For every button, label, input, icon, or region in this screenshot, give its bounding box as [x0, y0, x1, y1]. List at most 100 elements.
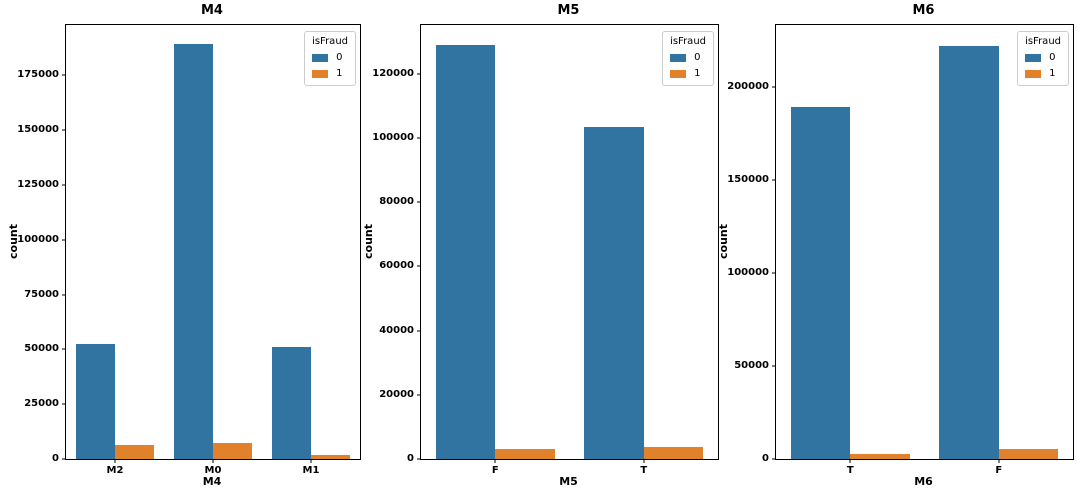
x-tick-label: T — [846, 465, 854, 476]
chart-title-m6: M6 — [912, 3, 935, 18]
y-tick-mark — [417, 330, 421, 332]
y-tick-mark — [62, 403, 66, 405]
legend: isFraud 0 1 — [662, 31, 714, 86]
x-tick-label: T — [640, 465, 648, 476]
subplot-m5: M5 count 0 20000 40000 60000 80000 100000 1200… — [355, 0, 722, 497]
y-tick-mark — [62, 184, 66, 186]
y-tick-label: 50000 — [24, 343, 59, 355]
x-tick-mark — [849, 459, 851, 463]
y-tick-label: 50000 — [734, 360, 769, 371]
bar-m6-f-isfraud-1 — [998, 449, 1059, 459]
y-tick-label: 60000 — [379, 260, 414, 272]
bar-m4-m1-isfraud-0 — [271, 347, 311, 459]
legend-title: isFraud — [670, 36, 706, 47]
y-tick-mark — [772, 458, 776, 460]
bar-m4-m2-isfraud-0 — [75, 343, 115, 459]
x-tick-mark — [212, 459, 214, 463]
legend-entry-label: 1 — [336, 68, 343, 79]
bar-m6-t-isfraud-1 — [850, 453, 910, 459]
x-axis-label-m4: M4 — [202, 475, 222, 488]
legend-entry-label: 1 — [1049, 68, 1056, 79]
bar-m5-t-isfraud-1 — [643, 446, 704, 459]
legend-swatch-isfraud-0 — [312, 53, 329, 62]
plot-area-m4: 0 25000 50000 75000 100000 125000 150000 175000… — [17, 24, 361, 476]
y-tick-label: 100000 — [17, 233, 59, 245]
x-tick-mark — [643, 459, 645, 463]
legend-swatch-isfraud-1 — [670, 69, 687, 78]
y-tick-mark — [772, 272, 776, 274]
x-axis-label-m5: M5 — [559, 475, 578, 488]
y-tick-label: 40000 — [379, 324, 414, 336]
bar-m4-m2-isfraud-1 — [115, 444, 155, 459]
y-tick-label: 200000 — [727, 80, 769, 92]
x-tick-label: M0 — [204, 465, 222, 476]
legend-entry-label: 0 — [1049, 52, 1056, 63]
y-tick-mark — [62, 294, 66, 296]
y-tick-mark — [62, 239, 66, 241]
y-tick-mark — [62, 348, 66, 350]
legend-swatch-isfraud-1 — [1025, 69, 1042, 78]
legend-entry-label: 1 — [694, 68, 701, 79]
chart-title-m4: M4 — [201, 3, 223, 18]
y-tick-label: 120000 — [372, 67, 414, 79]
y-tick-mark — [772, 365, 776, 367]
legend-entry-label: 0 — [336, 52, 343, 63]
bar-m4-m0-isfraud-0 — [173, 43, 213, 459]
bar-m5-f-isfraud-0 — [435, 44, 496, 459]
bar-m4-m1-isfraud-1 — [311, 455, 351, 459]
x-tick-mark — [114, 459, 116, 463]
y-tick-mark — [417, 394, 421, 396]
legend-swatch-isfraud-1 — [312, 69, 329, 78]
y-tick-label: 100000 — [727, 266, 769, 278]
x-tick-mark — [998, 459, 1000, 463]
legend-entry-isfraud-0: 0 — [312, 51, 348, 64]
x-tick-mark — [310, 459, 312, 463]
chart-title-m5: M5 — [557, 3, 580, 18]
y-tick-mark — [417, 73, 421, 75]
y-tick-mark — [417, 201, 421, 203]
x-tick-mark — [494, 459, 496, 463]
legend-entry-isfraud-1: 1 — [1025, 67, 1061, 80]
legend-entry-isfraud-0: 0 — [670, 51, 706, 64]
y-tick-mark — [772, 86, 776, 88]
y-tick-label: 150000 — [727, 173, 769, 185]
y-tick-label: 175000 — [17, 69, 59, 81]
legend-entry-isfraud-0: 0 — [1025, 51, 1061, 64]
y-tick-label: 150000 — [17, 124, 59, 136]
y-axis-label-text: count — [716, 223, 730, 259]
legend-title: isFraud — [312, 36, 348, 47]
y-tick-label: 75000 — [24, 288, 59, 300]
bar-m5-t-isfraud-0 — [584, 126, 644, 459]
legend-entry-isfraud-1: 1 — [312, 67, 348, 80]
y-tick-label: 25000 — [24, 398, 59, 410]
x-tick-label: M1 — [302, 465, 320, 476]
legend-entry-label: 0 — [694, 52, 701, 63]
y-tick-label: 20000 — [379, 388, 414, 400]
y-axis-label-text: count — [361, 223, 375, 259]
y-tick-mark — [62, 458, 66, 460]
y-tick-mark — [772, 179, 776, 181]
y-tick-label: 80000 — [379, 196, 414, 208]
y-tick-mark — [62, 129, 66, 131]
legend-entry-isfraud-1: 1 — [670, 67, 706, 80]
y-axis-label-m5: count — [360, 24, 376, 458]
y-tick-label: 0 — [407, 453, 414, 464]
x-axis-label-m6: M6 — [914, 475, 933, 488]
y-tick-mark — [417, 458, 421, 460]
bar-m6-t-isfraud-0 — [790, 107, 851, 459]
legend: isFraud 0 1 — [1017, 31, 1069, 86]
y-tick-label: 0 — [762, 453, 769, 464]
y-tick-mark — [417, 137, 421, 139]
legend-title: isFraud — [1025, 36, 1061, 47]
subplot-m4: M4 count 0 25000 50000 75000 100000 125000 150… — [0, 0, 367, 497]
y-tick-label: 125000 — [17, 179, 59, 191]
x-tick-label: M2 — [106, 465, 124, 476]
y-tick-mark — [417, 265, 421, 267]
legend-swatch-isfraud-0 — [1025, 53, 1042, 62]
bar-m6-f-isfraud-0 — [939, 46, 999, 459]
y-tick-label: 0 — [52, 453, 59, 464]
